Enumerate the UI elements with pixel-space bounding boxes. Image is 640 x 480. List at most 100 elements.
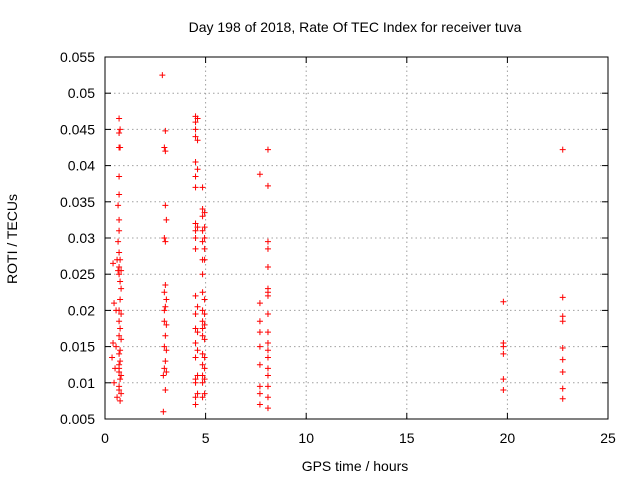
data-point <box>116 350 123 357</box>
data-point <box>256 343 263 350</box>
data-point <box>199 332 206 339</box>
grid-lines <box>105 57 608 419</box>
data-point <box>192 311 199 318</box>
data-point <box>559 368 566 375</box>
data-point <box>199 318 206 325</box>
data-point <box>118 336 125 343</box>
data-point <box>199 289 206 296</box>
data-point <box>116 249 123 256</box>
y-tick-label: 0.02 <box>68 302 95 318</box>
data-point <box>163 368 170 375</box>
data-point <box>163 216 170 223</box>
y-tick-label: 0.015 <box>60 339 95 355</box>
x-tick-label: 0 <box>101 430 109 446</box>
data-point <box>114 394 121 401</box>
data-point <box>500 350 507 357</box>
data-point <box>264 329 271 336</box>
data-point <box>264 372 271 379</box>
axis-ticks: 0.005 0.01 0.015 0.02 0.025 0.03 0.035 0.04 0.04… <box>60 49 616 446</box>
data-point <box>256 318 263 325</box>
data-point <box>111 379 118 386</box>
data-point <box>201 245 208 252</box>
data-point <box>199 372 206 379</box>
data-point <box>192 394 199 401</box>
data-point <box>194 329 201 336</box>
data-point <box>117 144 124 151</box>
data-point <box>264 245 271 252</box>
x-tick-label: 5 <box>202 430 210 446</box>
data-point <box>116 263 123 270</box>
data-point <box>199 379 206 386</box>
chart-title: Day 198 of 2018, Rate Of TEC Index for r… <box>189 19 522 35</box>
data-point <box>559 356 566 363</box>
x-tick-label: 15 <box>399 430 415 446</box>
data-point <box>256 329 263 336</box>
y-tick-label: 0.035 <box>60 194 95 210</box>
data-point <box>199 361 206 368</box>
data-point <box>199 206 206 213</box>
data-point <box>201 224 208 231</box>
data-point <box>116 191 123 198</box>
y-axis-label: ROTI / TECUs <box>4 194 20 284</box>
data-point <box>559 345 566 352</box>
data-point <box>116 361 123 368</box>
data-point <box>118 267 125 274</box>
y-tick-label: 0.01 <box>68 375 95 391</box>
data-point <box>256 300 263 307</box>
data-point <box>256 390 263 397</box>
data-point <box>192 339 199 346</box>
data-point <box>256 361 263 368</box>
x-axis-label: GPS time / hours <box>302 458 409 474</box>
data-point <box>192 184 199 191</box>
data-point <box>559 318 566 325</box>
data-point <box>264 354 271 361</box>
y-tick-label: 0.05 <box>68 85 95 101</box>
data-point <box>201 376 208 383</box>
data-point <box>201 296 208 303</box>
data-point <box>162 148 169 155</box>
y-tick-label: 0.04 <box>68 158 95 174</box>
data-point <box>192 173 199 180</box>
data-point <box>118 311 125 318</box>
data-point <box>161 235 168 241</box>
data-point <box>116 173 123 180</box>
data-point <box>201 311 208 318</box>
data-point <box>559 395 566 402</box>
data-point <box>559 294 566 301</box>
data-point <box>256 401 263 408</box>
data-point <box>201 390 208 397</box>
data-point <box>199 227 206 234</box>
data-point <box>163 347 170 354</box>
data-point <box>264 339 271 346</box>
y-tick-label: 0.055 <box>60 49 95 65</box>
data-point <box>192 245 199 252</box>
data-point <box>159 72 166 79</box>
data-point <box>192 220 199 227</box>
data-point <box>192 376 199 383</box>
y-tick-label: 0.025 <box>60 266 95 282</box>
data-point <box>201 256 208 263</box>
data-point <box>559 146 566 153</box>
data-point <box>500 387 507 394</box>
data-point <box>162 238 169 245</box>
data-point <box>162 387 169 394</box>
data-point <box>162 202 169 209</box>
data-point <box>161 289 168 296</box>
data-point <box>194 166 201 173</box>
data-point <box>160 372 167 379</box>
data-point <box>192 227 199 234</box>
data-point <box>192 401 199 408</box>
data-point <box>162 127 169 134</box>
data-point <box>117 126 124 133</box>
data-point <box>264 311 271 318</box>
data-point <box>264 365 271 372</box>
data-point <box>192 354 199 361</box>
data-point <box>110 260 117 267</box>
x-tick-label: 25 <box>600 430 616 446</box>
data-point <box>163 296 170 303</box>
data-point <box>192 133 199 140</box>
data-point <box>264 405 271 412</box>
data-point <box>116 216 123 223</box>
data-point <box>199 238 206 245</box>
